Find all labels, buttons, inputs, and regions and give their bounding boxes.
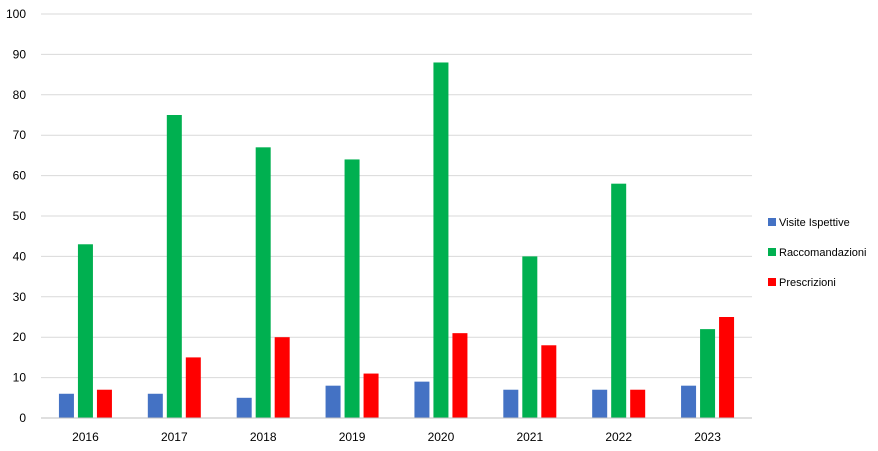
- x-tick-label: 2016: [72, 430, 99, 444]
- x-tick-label: 2019: [339, 430, 366, 444]
- bar-prescrizioni-2021: [541, 345, 557, 418]
- bar-visite-ispettive-2022: [592, 389, 608, 418]
- x-tick-label: 2022: [605, 430, 632, 444]
- y-tick-label: 10: [13, 371, 27, 385]
- y-axis-tick-labels: 0 10 20 30 40 50 60 70 80 90 100: [6, 7, 26, 425]
- bar-visite-ispettive-2023: [681, 385, 697, 418]
- bar-prescrizioni-2017: [185, 357, 201, 418]
- bar-prescrizioni-2018: [274, 337, 290, 418]
- legend-label: Raccomandazioni: [779, 247, 866, 259]
- legend-swatch-prescrizioni: [768, 278, 776, 286]
- bar-raccomandazioni-2018: [255, 147, 271, 418]
- bar-visite-ispettive-2016: [58, 393, 74, 418]
- bar-raccomandazioni-2021: [522, 256, 538, 418]
- legend-swatch-visite-ispettive: [768, 218, 776, 226]
- y-tick-label: 100: [6, 7, 26, 21]
- bar-visite-ispettive-2017: [147, 393, 163, 418]
- legend-swatch-raccomandazioni: [768, 248, 776, 256]
- bar-visite-ispettive-2018: [236, 397, 252, 418]
- bar-raccomandazioni-2023: [700, 329, 716, 418]
- y-tick-label: 90: [13, 47, 27, 61]
- bar-prescrizioni-2023: [719, 317, 735, 418]
- gridlines: [41, 13, 752, 379]
- bar-visite-ispettive-2021: [503, 389, 519, 418]
- bar-prescrizioni-2020: [452, 333, 468, 418]
- x-tick-label: 2023: [694, 430, 721, 444]
- bars: [58, 62, 735, 418]
- bar-raccomandazioni-2020: [433, 62, 449, 418]
- legend-label: Prescrizioni: [779, 277, 836, 289]
- bar-prescrizioni-2022: [630, 389, 646, 418]
- bar-prescrizioni-2019: [363, 373, 379, 418]
- x-tick-label: 2020: [428, 430, 455, 444]
- bar-raccomandazioni-2017: [166, 115, 182, 418]
- y-tick-label: 80: [13, 88, 27, 102]
- x-tick-label: 2017: [161, 430, 188, 444]
- y-tick-label: 60: [13, 169, 27, 183]
- y-tick-label: 30: [13, 290, 27, 304]
- bar-raccomandazioni-2022: [611, 183, 627, 418]
- x-axis-tick-labels: 2016 2017 2018 2019 2020 2021 2022 2023: [72, 430, 721, 444]
- x-tick-label: 2018: [250, 430, 277, 444]
- legend-label: Visite Ispettive: [779, 217, 850, 229]
- y-tick-label: 20: [13, 330, 27, 344]
- bar-raccomandazioni-2019: [344, 159, 360, 418]
- bar-visite-ispettive-2020: [414, 381, 430, 418]
- bar-prescrizioni-2016: [96, 389, 112, 418]
- y-tick-label: 40: [13, 249, 27, 263]
- x-tick-label: 2021: [516, 430, 543, 444]
- bar-visite-ispettive-2019: [325, 385, 341, 418]
- y-tick-label: 70: [13, 128, 27, 142]
- legend: Visite Ispettive Raccomandazioni Prescrizi…: [768, 217, 866, 289]
- y-tick-label: 0: [19, 411, 26, 425]
- bar-raccomandazioni-2016: [77, 244, 93, 418]
- y-tick-label: 50: [13, 209, 27, 223]
